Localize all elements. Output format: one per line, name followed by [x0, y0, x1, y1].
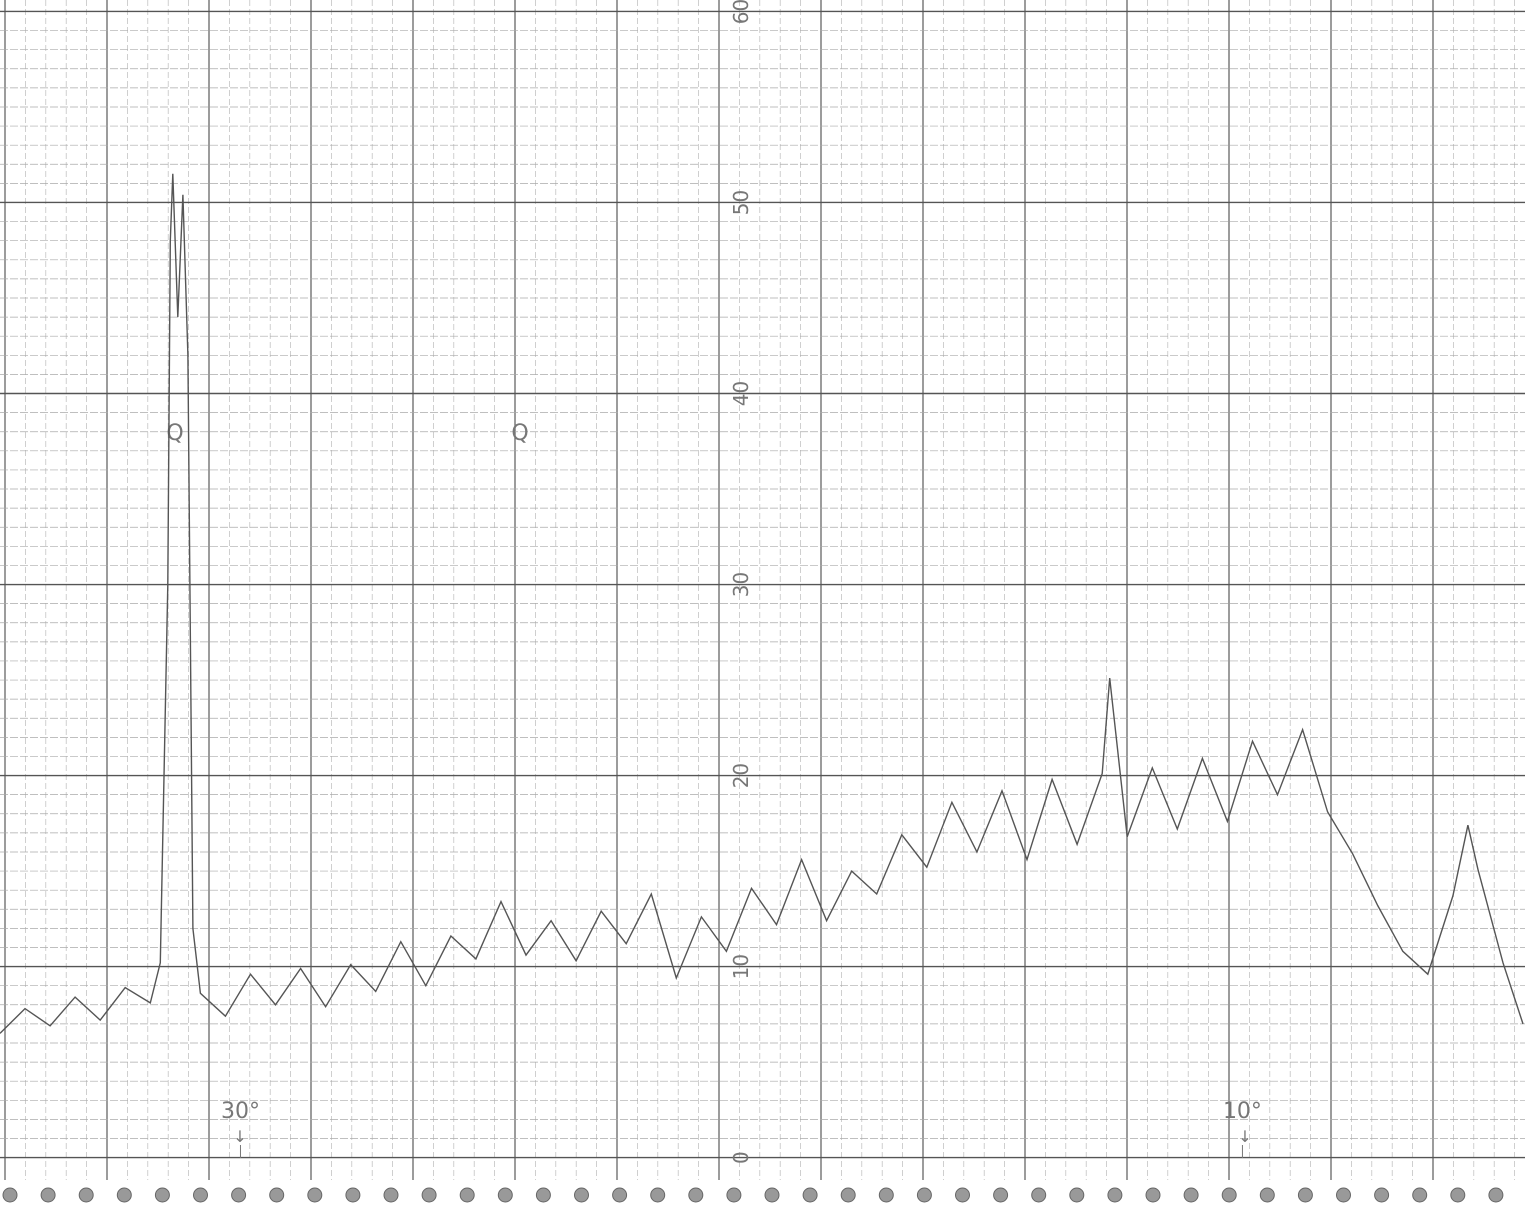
sprocket-hole [154, 1187, 170, 1203]
sprocket-hole [231, 1187, 247, 1203]
sprocket-hole [802, 1187, 818, 1203]
sprocket-hole [1374, 1187, 1390, 1203]
sprocket-hole [878, 1187, 894, 1203]
sprocket-hole [1069, 1187, 1085, 1203]
sprocket-hole [1297, 1187, 1313, 1203]
arrow: ↓ [233, 1127, 246, 1146]
sprocket-hole [764, 1187, 780, 1203]
sprocket-hole [535, 1187, 551, 1203]
sprocket-hole [345, 1187, 361, 1203]
sprocket-hole [916, 1187, 932, 1203]
sprocket-hole [612, 1187, 628, 1203]
y-tick-label: 50 [729, 190, 753, 215]
sprocket-hole [1259, 1187, 1275, 1203]
annotation: Q [166, 421, 183, 446]
y-tick-label: 10 [729, 954, 753, 979]
sprocket-hole [1336, 1187, 1351, 1203]
sprocket-hole [1221, 1187, 1237, 1203]
sprocket-hole [955, 1187, 970, 1203]
annotation: Q [511, 421, 528, 446]
sprocket-hole [116, 1187, 132, 1203]
sprocket-hole [1412, 1187, 1428, 1203]
x-tick-label: 10° [1223, 1099, 1262, 1124]
sprocket-hole [459, 1187, 475, 1203]
sprocket-hole [307, 1187, 323, 1203]
sprocket-hole [421, 1187, 437, 1203]
sprocket-hole [383, 1187, 399, 1203]
sprocket-hole [574, 1187, 589, 1203]
sprocket-hole [840, 1187, 856, 1203]
y-tick-label: 20 [729, 763, 753, 788]
sprocket-hole [1488, 1187, 1504, 1203]
sprocket-hole [2, 1187, 18, 1203]
sprocket-hole [1107, 1187, 1123, 1203]
plot: 0 10 20 30 40 50 60 30° 10° Q Q [0, 0, 1524, 1164]
sprocket-hole [40, 1187, 56, 1203]
sprocket-hole [193, 1187, 208, 1203]
sprocket-hole [1450, 1187, 1466, 1203]
sprocket-hole [1145, 1187, 1161, 1203]
sprocket-hole [269, 1187, 285, 1203]
sprocket-hole [650, 1187, 666, 1203]
sprocket-hole [688, 1187, 704, 1203]
sprocket-hole [993, 1187, 1009, 1203]
y-tick-label: 40 [729, 381, 753, 406]
y-tick-label: 0 [729, 1151, 753, 1164]
arrow: ↓ [1238, 1127, 1251, 1146]
sprocket-hole [726, 1187, 742, 1203]
x-tick-label: 30° [221, 1099, 260, 1124]
sprocket-hole [1183, 1187, 1199, 1203]
y-tick-label: 30 [729, 572, 753, 597]
data-line [0, 173, 1524, 1034]
y-tick-label: 60 [729, 0, 753, 24]
sprocket-hole [78, 1187, 94, 1203]
sprocket-hole [1031, 1187, 1047, 1203]
sprocket-hole [497, 1187, 513, 1203]
